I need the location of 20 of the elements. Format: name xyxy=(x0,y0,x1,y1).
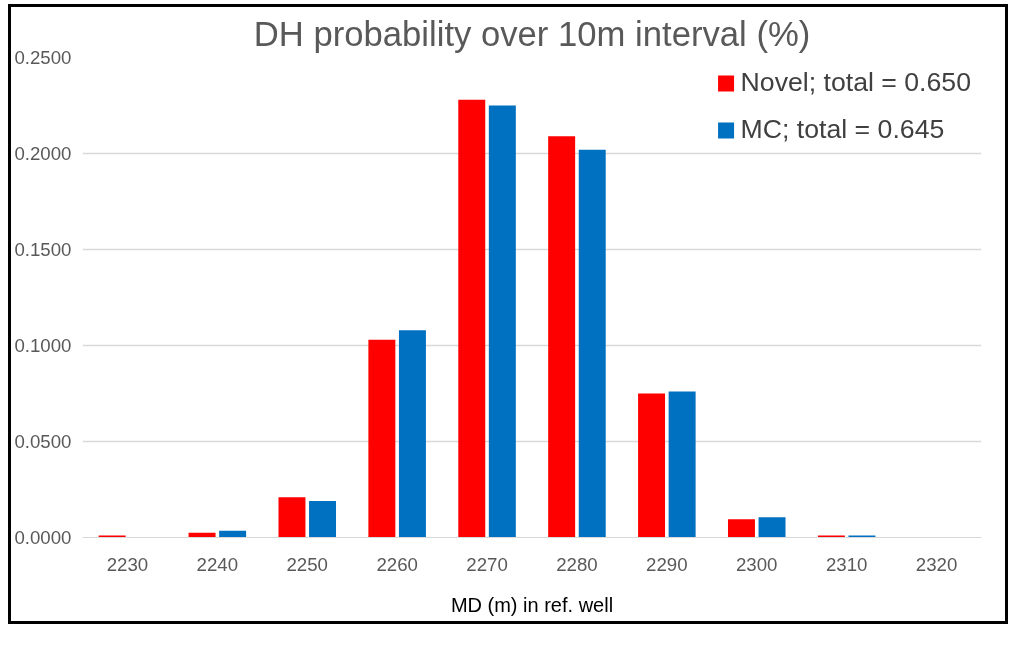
x-tick-label: 2270 xyxy=(466,553,508,575)
x-tick-label: 2260 xyxy=(376,553,418,575)
y-tick-label: 0.0000 xyxy=(14,527,72,548)
y-tick-label: 0.2500 xyxy=(14,47,72,68)
y-tick-label: 0.0500 xyxy=(14,431,72,452)
x-tick-label: 2320 xyxy=(915,553,958,575)
y-tick-label: 0.1000 xyxy=(14,335,72,356)
y-tick-label: 0.1500 xyxy=(14,239,72,260)
x-tick-label: 2310 xyxy=(825,553,868,575)
chart-title: DH probability over 10m interval (%) xyxy=(253,14,811,53)
x-tick-label: 2280 xyxy=(556,553,598,575)
x-tick-label: 2300 xyxy=(736,553,778,575)
x-tick-label: 2290 xyxy=(646,553,688,575)
legend-label: Novel; total = 0.650 xyxy=(740,67,971,98)
x-axis-title: MD (m) in ref. well xyxy=(450,593,614,616)
y-tick-label: 0.2000 xyxy=(14,143,72,164)
x-tick-label: 2230 xyxy=(106,553,149,575)
x-tick-label: 2240 xyxy=(196,553,239,575)
legend-label: MC; total = 0.645 xyxy=(740,114,945,145)
x-tick-label: 2250 xyxy=(286,553,329,575)
